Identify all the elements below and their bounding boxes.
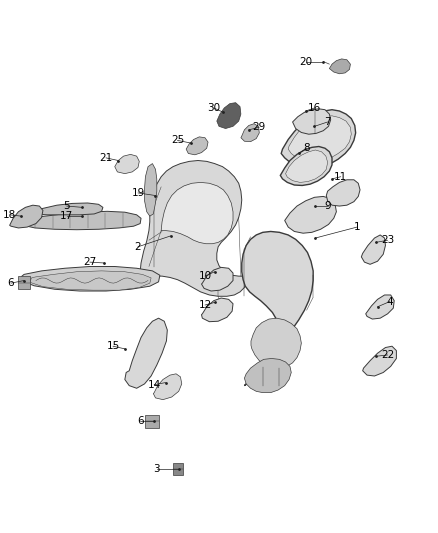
Text: 19: 19: [131, 188, 145, 198]
Polygon shape: [140, 160, 246, 296]
Polygon shape: [10, 205, 43, 228]
Polygon shape: [329, 59, 350, 74]
Polygon shape: [361, 235, 385, 264]
Text: 7: 7: [324, 117, 331, 127]
Polygon shape: [241, 124, 259, 142]
Polygon shape: [30, 203, 103, 215]
Polygon shape: [244, 359, 291, 393]
Polygon shape: [115, 155, 139, 174]
Text: 16: 16: [308, 103, 321, 113]
Polygon shape: [18, 276, 30, 289]
Text: 3: 3: [153, 464, 160, 474]
Polygon shape: [286, 150, 328, 182]
Text: 6: 6: [137, 416, 144, 426]
Polygon shape: [153, 374, 182, 400]
Polygon shape: [21, 266, 160, 291]
Text: 8: 8: [303, 143, 310, 154]
Text: 11: 11: [334, 172, 347, 182]
Polygon shape: [201, 268, 233, 291]
Text: 14: 14: [148, 379, 161, 390]
Text: 4: 4: [386, 296, 393, 306]
Text: 15: 15: [106, 341, 120, 351]
Polygon shape: [285, 197, 336, 233]
Polygon shape: [18, 211, 141, 230]
Polygon shape: [293, 109, 331, 134]
Text: 5: 5: [63, 201, 70, 211]
Text: 18: 18: [3, 210, 16, 220]
Polygon shape: [217, 103, 241, 128]
Polygon shape: [251, 318, 301, 368]
Text: 27: 27: [83, 257, 96, 267]
Polygon shape: [288, 116, 351, 161]
Polygon shape: [145, 415, 159, 427]
Text: 29: 29: [253, 122, 266, 132]
Polygon shape: [125, 318, 167, 388]
Polygon shape: [281, 110, 356, 168]
Polygon shape: [30, 271, 151, 290]
Text: 2: 2: [134, 242, 141, 252]
Text: 12: 12: [198, 300, 212, 310]
Polygon shape: [201, 298, 233, 322]
Polygon shape: [326, 180, 360, 206]
Text: 1: 1: [353, 222, 360, 232]
Text: 25: 25: [171, 135, 184, 146]
Polygon shape: [363, 346, 396, 376]
Polygon shape: [186, 137, 208, 155]
Text: 10: 10: [198, 271, 212, 281]
Text: 9: 9: [324, 201, 331, 211]
Text: 20: 20: [299, 56, 312, 67]
Polygon shape: [280, 147, 332, 185]
Polygon shape: [161, 182, 233, 244]
Polygon shape: [366, 295, 394, 319]
Text: 23: 23: [381, 235, 394, 245]
Polygon shape: [145, 164, 157, 216]
Polygon shape: [242, 231, 313, 386]
Text: 21: 21: [99, 153, 113, 163]
Text: 22: 22: [381, 350, 394, 360]
Polygon shape: [173, 463, 183, 474]
Text: 17: 17: [60, 211, 73, 221]
Text: 30: 30: [207, 103, 220, 113]
Text: 6: 6: [7, 278, 14, 288]
